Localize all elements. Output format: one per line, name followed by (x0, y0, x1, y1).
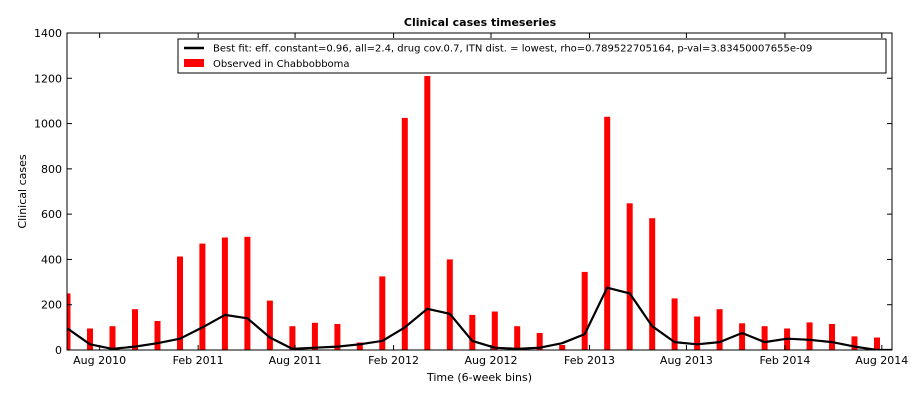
bars-layer (67, 76, 903, 350)
x-tick-label: Aug 2012 (465, 354, 518, 367)
plot-frame (66, 32, 893, 351)
bar (514, 326, 521, 350)
legend-bar-swatch (184, 59, 204, 67)
bar (379, 276, 386, 350)
chart-title: Clinical cases timeseries (404, 16, 557, 29)
bar (716, 309, 723, 350)
y-tick-label: 1400 (34, 27, 62, 40)
x-tick-label: Feb 2014 (759, 354, 810, 367)
legend: Best fit: eff. constant=0.96, all=2.4, d… (177, 38, 887, 74)
y-axis-label: Clinical cases (16, 154, 29, 228)
bar (491, 311, 498, 350)
bar (311, 322, 318, 350)
y-tick-label: 600 (41, 208, 62, 221)
bar (649, 218, 656, 350)
y-axis: 0 200 400 600 800 1000 1200 1400 (34, 27, 892, 357)
y-tick-label: 1000 (34, 118, 62, 131)
line-layer (67, 286, 892, 350)
legend-bar-label: Observed in Chabbobboma (213, 59, 350, 70)
x-tick-label: Aug 2010 (73, 354, 126, 367)
bar (671, 298, 678, 350)
bar (109, 326, 116, 350)
bar (244, 236, 251, 350)
bar (289, 326, 296, 350)
bar (604, 116, 611, 350)
bar (851, 336, 858, 350)
bar (424, 76, 431, 350)
y-tick-label: 800 (41, 163, 62, 176)
bar (356, 342, 363, 350)
bar (536, 333, 543, 350)
bar (829, 324, 835, 350)
bar (199, 243, 206, 350)
x-tick-label: Feb 2012 (368, 354, 419, 367)
fit-line (67, 286, 892, 350)
y-tick-label: 1200 (34, 72, 62, 85)
bar (874, 337, 880, 350)
bar (266, 300, 273, 350)
x-tick-label: Feb 2011 (173, 354, 224, 367)
y-tick-label: 400 (41, 253, 62, 266)
x-tick-label: Aug 2013 (660, 354, 713, 367)
bar (334, 324, 341, 350)
bar (694, 316, 701, 350)
bar (154, 321, 161, 350)
x-tick-label: Aug 2011 (269, 354, 322, 367)
bar (87, 328, 93, 350)
bar (559, 345, 566, 350)
bar (897, 348, 903, 350)
bar (469, 314, 476, 350)
y-tick-label: 200 (41, 299, 62, 312)
bar (221, 237, 228, 350)
bar (761, 326, 768, 350)
legend-line-label: Best fit: eff. constant=0.96, all=2.4, d… (213, 44, 812, 55)
legend-box (177, 38, 887, 74)
bar (446, 259, 453, 350)
x-tick-label: Feb 2013 (564, 354, 615, 367)
bar (806, 322, 813, 350)
y-tick-label: 0 (55, 344, 62, 357)
x-tick-label: Aug 2014 (855, 354, 908, 367)
bar (739, 323, 746, 350)
bar (626, 203, 633, 350)
bar (581, 271, 588, 350)
bar (67, 293, 71, 350)
x-axis: Aug 2010 Feb 2011 Aug 2011 Feb 2012 Aug 2012… (73, 33, 908, 367)
x-axis-label: Time (6-week bins) (426, 371, 532, 384)
bar (401, 117, 408, 350)
bar (132, 309, 138, 350)
bar (177, 256, 183, 350)
